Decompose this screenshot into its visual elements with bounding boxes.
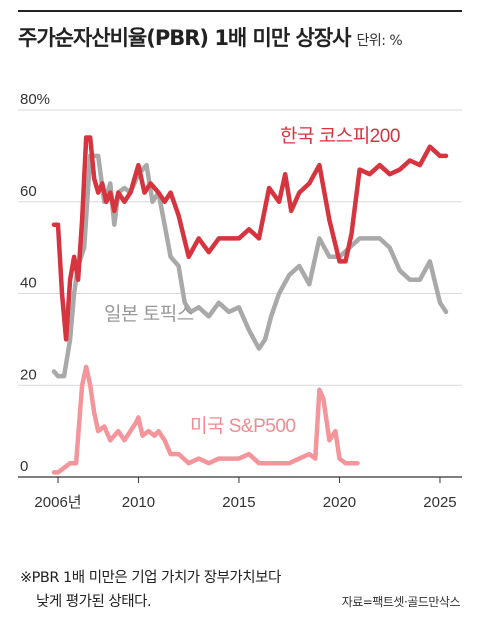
y-tick-label: 0 xyxy=(20,458,28,475)
source-label: 자료=팩트셋·골드만삭스 xyxy=(341,595,461,609)
series-label-kospi: 한국 코스피200 xyxy=(280,125,400,147)
x-tick-label: 2015 xyxy=(222,494,255,511)
x-tick-label: 2010 xyxy=(122,494,155,511)
x-tick-label: 2006년 xyxy=(34,494,81,511)
y-tick-labels: 0 20 40 60 80% xyxy=(20,91,50,475)
top-rule xyxy=(18,10,462,12)
unit-label: 단위: % xyxy=(356,33,403,49)
series-label-topix: 일본 토픽스 xyxy=(104,303,194,325)
x-axis: 2006년 2010 2015 2020 2025 xyxy=(34,477,457,511)
x-tick-label: 2020 xyxy=(323,494,356,511)
series-label-sp500: 미국 S&P500 xyxy=(190,415,295,437)
footnote-line-1: ※PBR 1배 미만은 기업 가치가 장부가치보다 xyxy=(20,570,281,586)
series-line-kospi xyxy=(51,135,449,342)
y-tick-label: 20 xyxy=(20,366,37,383)
y-tick-label: 80% xyxy=(20,91,50,108)
y-tick-label: 40 xyxy=(20,275,37,292)
series-labels: 한국 코스피200 일본 토픽스 미국 S&P500 xyxy=(104,125,400,437)
chart-title: 주가순자산비율(PBR) 1배 미만 상장사 xyxy=(18,26,351,50)
footnote: ※PBR 1배 미만은 기업 가치가 장부가치보다 낮게 평가된 상태다. xyxy=(20,566,281,614)
footnote-line-2: 낮게 평가된 상태다. xyxy=(36,594,152,610)
series-line-topix xyxy=(51,153,449,379)
x-tick-label: 2025 xyxy=(423,494,456,511)
series-line-sp500 xyxy=(51,364,360,475)
y-tick-label: 60 xyxy=(20,183,37,200)
header: 주가순자산비율(PBR) 1배 미만 상장사 단위: % xyxy=(18,22,403,52)
series-lines xyxy=(51,135,449,475)
